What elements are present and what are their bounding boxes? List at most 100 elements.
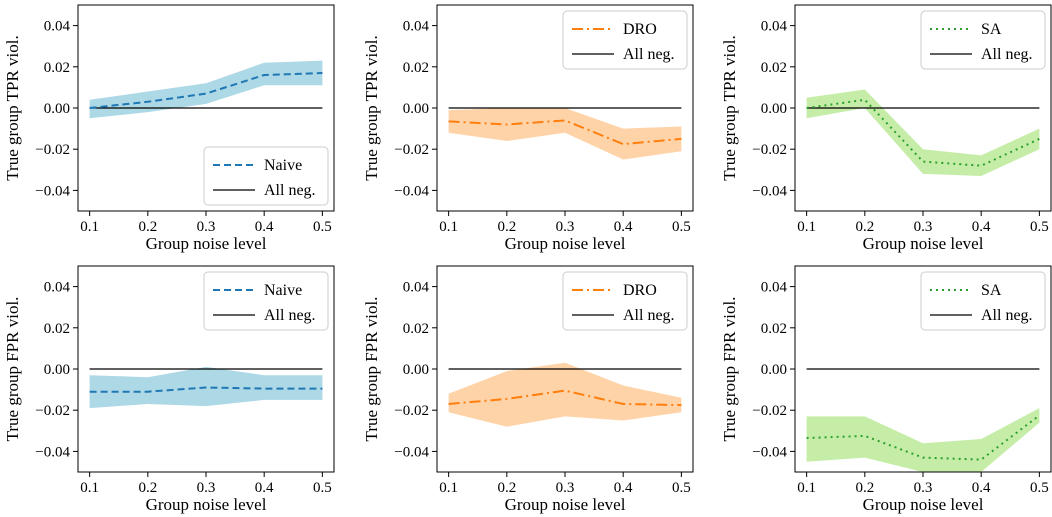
y-tick-label: −0.04 [35,183,70,199]
x-tick-label: 0.4 [614,480,633,496]
y-axis-label: True group TPR viol. [3,35,22,180]
x-axis-label: Group noise level [146,234,267,253]
legend: SA All neg. [920,271,1046,331]
x-tick-label: 0.1 [80,480,99,496]
panel-5: 0.1 0.2 0.3 0.4 0.5 0.04 0.02 0.00 −0.02 −0.04 Gro… [362,265,694,514]
x-tick-label: 0.3 [556,480,575,496]
x-tick-label: 0.1 [439,480,458,496]
y-tick-label: 0.00 [403,101,429,117]
legend-label: All neg. [264,307,316,324]
y-tick-label: 0.02 [761,321,787,337]
x-tick-label: 0.1 [439,219,458,235]
x-tick-label: 0.1 [797,480,816,496]
x-tick-label: 0.5 [313,480,332,496]
y-tick-label: 0.00 [761,362,787,378]
x-tick-label: 0.4 [255,480,274,496]
y-tick-label: −0.02 [752,142,787,158]
x-tick-label: 0.1 [797,219,816,235]
y-axis-label: True group FPR viol. [720,297,739,442]
y-axis-label: True group TPR viol. [362,35,381,180]
x-tick-label: 0.4 [255,219,274,235]
y-tick-label: 0.04 [403,19,430,35]
y-tick-label: −0.04 [394,444,429,460]
legend-label: All neg. [264,182,316,199]
panel-4: 0.1 0.2 0.3 0.4 0.5 0.04 0.02 0.00 −0.02 −0.04 Gro… [3,265,335,514]
series-line-sa [806,414,1041,461]
x-tick-label: 0.1 [80,219,99,235]
legend-label: SA [981,282,1002,299]
x-axis-label: Group noise level [863,495,984,514]
y-tick-label: 0.00 [44,101,70,117]
legend-label: All neg. [623,46,675,63]
x-tick-label: 0.5 [313,219,332,235]
x-tick-label: 0.5 [672,480,691,496]
x-tick-label: 0.4 [972,480,991,496]
panel-2: 0.1 0.2 0.3 0.4 0.5 0.04 0.02 0.00 −0.02 −0.04 Gro… [362,4,694,253]
legend-label: DRO [623,282,657,299]
x-tick-label: 0.3 [197,219,216,235]
legend-label: All neg. [981,46,1033,63]
y-tick-label: 0.00 [44,362,70,378]
y-tick-label: 0.02 [403,321,429,337]
series-line-dro [448,389,682,407]
x-axis-label: Group noise level [505,495,626,514]
x-tick-label: 0.2 [855,219,874,235]
panel-6: 0.1 0.2 0.3 0.4 0.5 0.04 0.02 0.00 −0.02 −0.04 Gro… [720,265,1052,514]
y-tick-label: 0.04 [44,280,71,296]
x-axis-label: Group noise level [146,495,267,514]
y-axis-label: True group FPR viol. [3,297,22,442]
y-tick-label: 0.02 [44,321,70,337]
y-tick-label: −0.02 [35,403,70,419]
y-tick-label: −0.02 [394,403,429,419]
x-tick-label: 0.5 [672,219,691,235]
x-axis-label: Group noise level [863,234,984,253]
x-tick-label: 0.5 [1030,219,1049,235]
y-tick-label: 0.02 [761,60,787,76]
panel-1: 0.1 0.2 0.3 0.4 0.5 0.04 0.02 0.00 −0.02 −0.04 Gro… [3,4,335,253]
y-tick-label: 0.00 [403,362,429,378]
legend-label: SA [981,21,1002,38]
y-tick-label: −0.04 [394,183,429,199]
confidence-band-dro [448,108,682,160]
panel-3: 0.1 0.2 0.3 0.4 0.5 0.04 0.02 0.00 −0.02 −0.04 Gro… [720,4,1052,253]
y-tick-label: −0.04 [35,444,70,460]
series-line-dro [448,119,682,146]
confidence-band-naive [89,60,323,119]
legend-label: Naive [264,282,302,299]
x-tick-label: 0.5 [1030,480,1049,496]
y-tick-label: −0.02 [35,142,70,158]
y-tick-label: 0.04 [403,280,430,296]
x-tick-label: 0.3 [914,480,933,496]
legend-label: All neg. [623,307,675,324]
x-tick-label: 0.2 [138,480,157,496]
legend-label: Naive [264,157,302,174]
x-tick-label: 0.4 [614,219,633,235]
legend-label: All neg. [981,307,1033,324]
y-tick-label: −0.02 [394,142,429,158]
x-tick-label: 0.3 [556,219,575,235]
series-line-naive [89,72,323,109]
series-line-sa [806,98,1040,167]
y-tick-label: 0.00 [761,101,787,117]
y-tick-label: 0.04 [761,19,788,35]
legend: Naive All neg. [203,146,329,206]
legend: Naive All neg. [203,271,329,331]
y-axis-label: True group TPR viol. [720,35,739,180]
y-tick-label: −0.04 [752,183,787,199]
x-tick-label: 0.2 [855,480,874,496]
series-line-naive [89,386,323,393]
confidence-band-sa [806,89,1040,176]
y-tick-label: 0.02 [403,60,429,76]
y-tick-label: 0.04 [44,19,71,35]
legend: DRO All neg. [562,10,688,70]
y-tick-label: −0.02 [752,403,787,419]
x-tick-label: 0.2 [138,219,157,235]
y-axis-label: True group FPR viol. [362,297,381,442]
x-tick-label: 0.2 [497,480,516,496]
x-tick-label: 0.2 [497,219,516,235]
legend: SA All neg. [920,10,1046,70]
y-tick-label: −0.04 [752,444,787,460]
y-tick-label: 0.04 [761,280,788,296]
legend: DRO All neg. [562,271,688,331]
